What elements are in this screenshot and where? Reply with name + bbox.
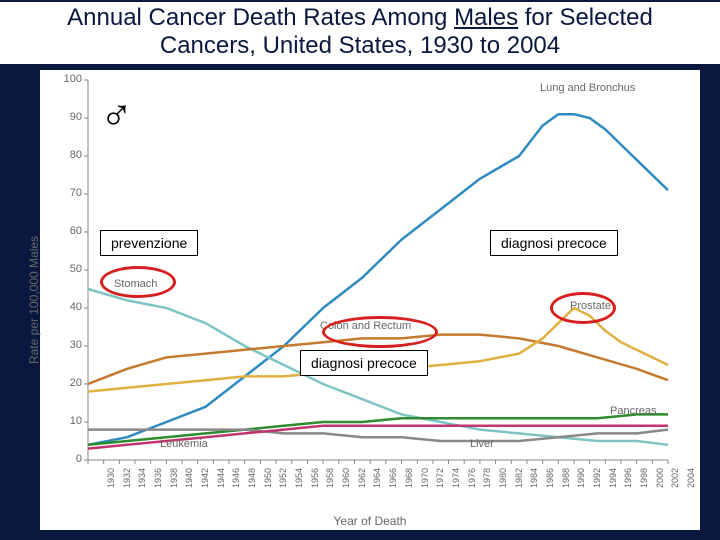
x-tick: 2004 [686,468,696,488]
series-label-liver: Liver [470,438,494,450]
x-tick: 1996 [623,468,633,488]
x-tick: 2002 [670,468,680,488]
x-tick: 1954 [294,468,304,488]
x-tick: 1978 [482,468,492,488]
x-tick: 1938 [169,468,179,488]
x-tick: 1992 [592,468,602,488]
slide: Annual Cancer Death Rates Among Males fo… [0,0,720,540]
x-tick: 1962 [357,468,367,488]
title-part-c: for Selected [518,4,653,31]
x-tick: 1952 [278,468,288,488]
x-tick: 1976 [467,468,477,488]
title-males: Males [454,4,518,31]
x-tick: 1974 [451,468,461,488]
x-tick: 1944 [216,468,226,488]
y-tick: 20 [54,377,82,389]
x-tick: 1956 [310,468,320,488]
series-label-pancreas: Pancreas [610,405,656,417]
y-tick: 70 [54,187,82,199]
y-tick: 50 [54,263,82,275]
y-tick: 90 [54,111,82,123]
y-tick: 30 [54,339,82,351]
chart-area: Rate per 100,000 Males Year of Death 010… [40,70,700,530]
y-tick: 0 [54,453,82,465]
x-tick: 1972 [435,468,445,488]
x-tick: 1964 [373,468,383,488]
x-tick: 1990 [576,468,586,488]
x-tick: 1940 [184,468,194,488]
slide-title: Annual Cancer Death Rates Among Males fo… [0,2,720,64]
x-tick: 1994 [608,468,618,488]
y-axis-label: Rate per 100,000 Males [27,236,41,364]
y-tick: 40 [54,301,82,313]
y-tick: 10 [54,415,82,427]
title-part-a: Annual Cancer Death Rates Among [67,4,454,31]
highlight-ellipse [100,266,176,298]
x-tick: 1948 [247,468,257,488]
callout-prevenzione: prevenzione [100,230,198,256]
x-tick: 1988 [561,468,571,488]
x-tick: 1960 [341,468,351,488]
x-tick: 2000 [655,468,665,488]
x-tick: 1980 [498,468,508,488]
x-tick: 1934 [137,468,147,488]
y-tick: 100 [54,73,82,85]
x-tick: 1966 [388,468,398,488]
x-tick: 1946 [231,468,241,488]
x-tick: 1998 [639,468,649,488]
callout-diagnosi-2: diagnosi precoce [300,350,428,376]
x-tick: 1968 [404,468,414,488]
x-tick: 1982 [514,468,524,488]
x-tick: 1986 [545,468,555,488]
callout-diagnosi-1: diagnosi precoce [490,230,618,256]
x-tick: 1936 [153,468,163,488]
series-label-lung: Lung and Bronchus [540,82,635,94]
x-axis-label: Year of Death [40,514,700,528]
x-tick: 1932 [122,468,132,488]
title-line2: Cancers, United States, 1930 to 2004 [160,32,560,59]
x-tick: 1984 [529,468,539,488]
x-tick: 1958 [325,468,335,488]
male-symbol-icon: ♂ [100,94,133,138]
x-tick: 1950 [263,468,273,488]
y-tick: 80 [54,149,82,161]
x-tick: 1970 [420,468,430,488]
highlight-ellipse [322,316,438,348]
x-tick: 1942 [200,468,210,488]
y-tick: 60 [54,225,82,237]
series-label-leukemia: Leukemia [160,438,208,450]
x-tick: 1930 [106,468,116,488]
highlight-ellipse [550,292,616,324]
